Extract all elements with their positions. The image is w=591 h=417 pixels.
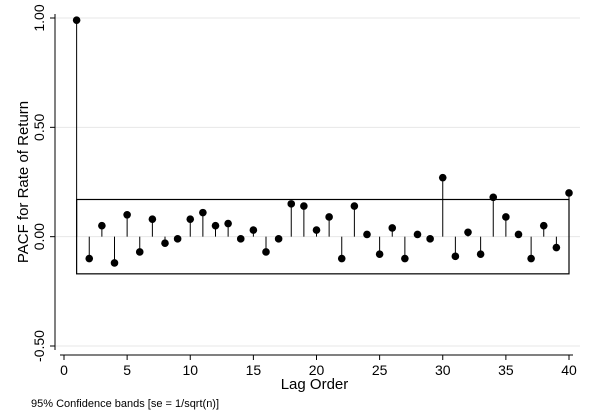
y-axis-title: PACF for Rate of Return <box>15 101 32 263</box>
pacf-point-lag-23 <box>350 202 359 210</box>
pacf-point-lag-26 <box>388 224 397 232</box>
x-tick-label: 40 <box>561 362 577 378</box>
pacf-point-lag-13 <box>224 219 232 228</box>
x-tick-label: 25 <box>372 362 388 378</box>
pacf-point-lag-8 <box>161 239 169 248</box>
x-tick-label: 35 <box>498 362 514 378</box>
x-tick-label: 30 <box>435 362 451 378</box>
pacf-point-lag-28 <box>413 230 422 239</box>
pacf-point-lag-32 <box>464 228 472 237</box>
pacf-point-lag-36 <box>514 230 523 239</box>
x-tick-label: 5 <box>123 362 131 378</box>
pacf-spikes <box>76 20 570 263</box>
pacf-point-lag-37 <box>527 254 535 263</box>
pacf-point-lag-22 <box>337 254 346 263</box>
axes <box>54 14 573 356</box>
x-ticks: 0 5 10 15 20 25 30 35 40 <box>60 355 577 378</box>
y-tick-label: 0.50 <box>31 113 47 140</box>
chart-note: 95% Confidence bands [se = 1/sqrt(n)] <box>31 398 219 410</box>
pacf-point-lag-24 <box>363 230 371 239</box>
pacf-point-lag-39 <box>552 243 561 252</box>
pacf-point-lag-31 <box>451 252 460 261</box>
pacf-point-lag-20 <box>312 226 321 234</box>
pacf-point-lag-14 <box>236 235 245 243</box>
x-tick-label: 0 <box>60 362 68 378</box>
pacf-point-lag-18 <box>287 200 296 208</box>
pacf-point-lag-10 <box>186 215 195 223</box>
pacf-point-lag-27 <box>401 254 409 263</box>
pacf-point-lag-7 <box>148 215 157 223</box>
y-tick-label: 1.00 <box>31 4 47 31</box>
y-tick-label: 0.00 <box>31 223 47 250</box>
pacf-point-lag-30 <box>438 173 447 182</box>
pacf-point-lag-34 <box>489 193 498 202</box>
pacf-point-lag-35 <box>502 213 510 221</box>
x-tick-label: 15 <box>246 362 262 378</box>
pacf-point-lag-19 <box>300 202 308 210</box>
pacf-point-lag-1 <box>72 16 81 24</box>
x-tick-label: 10 <box>182 362 198 378</box>
pacf-point-lag-40 <box>565 189 573 197</box>
y-tick-label: -0.50 <box>31 330 47 362</box>
pacf-point-lag-3 <box>98 221 106 230</box>
pacf-point-lag-33 <box>476 250 485 258</box>
pacf-point-lag-6 <box>135 248 144 256</box>
pacf-point-lag-38 <box>539 221 548 230</box>
pacf-point-lag-2 <box>85 254 94 263</box>
y-ticks: -0.50 0.00 0.50 1.00 <box>31 4 55 362</box>
pacf-point-lag-25 <box>375 250 384 258</box>
pacf-point-lag-16 <box>262 248 270 256</box>
pacf-point-lag-5 <box>123 211 131 219</box>
pacf-point-lag-12 <box>211 221 220 230</box>
gridlines <box>55 17 580 347</box>
pacf-point-lag-9 <box>173 235 182 243</box>
pacf-point-lag-29 <box>426 235 434 243</box>
pacf-point-lag-15 <box>249 226 258 234</box>
pacf-point-lag-21 <box>325 213 333 221</box>
pacf-point-lag-11 <box>199 208 207 217</box>
pacf-points <box>72 16 573 267</box>
x-axis-title: Lag Order <box>281 376 349 393</box>
x-tick-label: 20 <box>309 362 325 378</box>
pacf-point-lag-17 <box>274 235 283 243</box>
pacf-point-lag-4 <box>110 259 119 267</box>
